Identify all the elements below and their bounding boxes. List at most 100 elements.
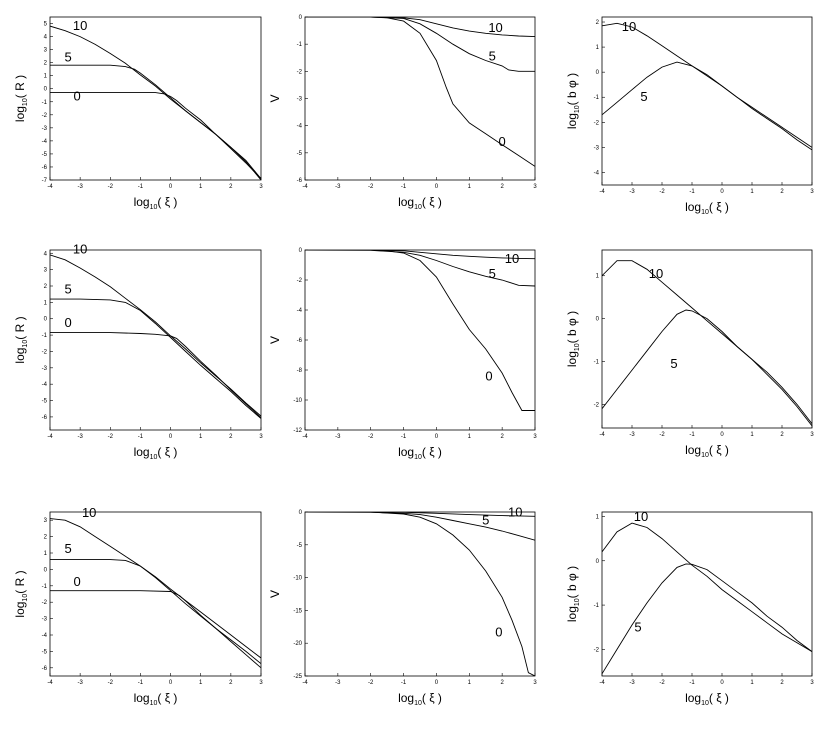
plot-frame	[49, 511, 262, 677]
y-tick-label: 1	[44, 74, 48, 80]
y-tick-label: -3	[297, 97, 303, 103]
y-tick-label: 1	[596, 45, 600, 51]
series-label-0: 0	[74, 574, 81, 589]
series-line-0	[50, 92, 261, 180]
series-line-10	[305, 250, 535, 260]
x-axis-label: log10( ξ )	[398, 691, 442, 707]
x-tick-label: 2	[229, 680, 233, 686]
y-axis-label: V	[268, 590, 282, 598]
x-tick-label: 0	[435, 434, 439, 440]
x-tick-label: 2	[500, 680, 504, 686]
y-tick-label: 2	[596, 20, 600, 26]
y-tick-label: 0	[596, 559, 600, 565]
x-tick-label: -3	[77, 434, 83, 440]
x-tick-label: 1	[750, 189, 754, 195]
plot-frame	[304, 16, 536, 181]
series-line-5	[50, 298, 261, 419]
x-tick-label: -1	[689, 189, 695, 195]
plot-frame	[49, 16, 262, 181]
series-label-10: 10	[508, 505, 522, 520]
y-tick-label: -5	[297, 543, 303, 549]
y-tick-label: 0	[44, 87, 48, 93]
x-tick-label: 3	[810, 189, 814, 195]
x-tick-label: -4	[302, 434, 308, 440]
y-axis-label: log10( R )	[13, 316, 29, 363]
y-axis-label: log10( b φ )	[565, 73, 581, 129]
y-tick-label: -6	[297, 178, 303, 184]
series-label-10: 10	[634, 509, 648, 524]
x-axis-label: log10( ξ )	[134, 195, 178, 211]
series-line-0	[305, 512, 535, 676]
series-label-0: 0	[499, 134, 506, 149]
series-label-5: 5	[640, 89, 647, 104]
x-tick-label: -3	[77, 680, 83, 686]
y-tick-label: 1	[596, 514, 600, 520]
y-tick-label: 4	[44, 251, 48, 257]
x-tick-label: 1	[468, 184, 472, 190]
y-tick-label: 3	[44, 48, 48, 54]
plot-frame	[304, 249, 536, 431]
y-tick-label: -3	[594, 145, 600, 151]
y-tick-label: 0	[44, 317, 48, 323]
x-tick-label: 1	[199, 184, 203, 190]
y-tick-label: 0	[299, 510, 303, 516]
series-line-10	[602, 260, 812, 424]
y-tick-label: 0	[44, 567, 48, 573]
y-axis-label: log10( b φ )	[565, 566, 581, 622]
y-tick-label: 2	[44, 284, 48, 290]
plot-frame	[601, 16, 813, 186]
x-axis-label: log10( ξ )	[134, 691, 178, 707]
x-tick-label: -1	[401, 434, 407, 440]
y-tick-label: -1	[42, 584, 48, 590]
series-line-0	[50, 332, 261, 419]
chart-panel-7: -4 -3 -2 -1 0 1 2 3 -6 -5 -4 -3 -2 -1 0 1 2 3 log10( ξ ) lo…	[13, 505, 263, 707]
y-tick-label: -5	[42, 152, 48, 158]
x-tick-label: -2	[108, 680, 114, 686]
plot-frame	[601, 249, 813, 429]
series-line-5	[50, 559, 261, 665]
chart-panel-9: -4 -3 -2 -1 0 1 2 3 -2 -1 0 1 log10( ξ ) log10( b φ )…	[565, 509, 814, 707]
y-tick-label: 0	[596, 70, 600, 76]
x-axis-label: log10( ξ )	[685, 443, 729, 459]
x-tick-label: -1	[138, 184, 144, 190]
x-tick-label: 3	[259, 680, 263, 686]
series-label-5: 5	[64, 49, 71, 64]
y-tick-label: -2	[297, 278, 303, 284]
x-tick-label: -2	[659, 189, 665, 195]
series-label-5: 5	[634, 620, 641, 635]
x-tick-label: -3	[629, 432, 635, 438]
series-line-5	[305, 512, 535, 541]
x-axis-label: log10( ξ )	[134, 445, 178, 461]
y-tick-label: 2	[44, 535, 48, 541]
series-line-5	[602, 309, 812, 427]
y-tick-label: -4	[42, 633, 48, 639]
series-label-0: 0	[485, 369, 492, 384]
x-tick-label: 3	[810, 680, 814, 686]
series-line-5	[50, 64, 261, 180]
y-tick-label: -4	[297, 124, 303, 130]
y-tick-label: -5	[297, 151, 303, 157]
series-label-10: 10	[505, 251, 519, 266]
chart-panel-3: -4 -3 -2 -1 0 1 2 3 -4 -3 -2 -1 0 1 2 log10( ξ ) log10( …	[565, 16, 814, 216]
series-line-5	[305, 250, 535, 287]
series-label-0: 0	[74, 88, 81, 103]
x-tick-label: -2	[368, 434, 374, 440]
x-tick-label: -1	[689, 680, 695, 686]
chart-panel-2: -4 -3 -2 -1 0 1 2 3 -6 -5 -4 -3 -2 -1 0 log10( ξ ) V 10 5 0	[268, 15, 537, 211]
series-label-10: 10	[82, 505, 96, 520]
x-tick-label: -4	[599, 189, 605, 195]
y-tick-label: -10	[293, 398, 302, 404]
y-tick-label: 1	[44, 300, 48, 306]
y-tick-label: -5	[42, 649, 48, 655]
y-tick-label: 4	[44, 35, 48, 41]
y-tick-label: -15	[293, 608, 302, 614]
x-tick-label: 1	[199, 434, 203, 440]
x-tick-label: -2	[368, 184, 374, 190]
x-tick-label: 3	[533, 434, 537, 440]
x-tick-label: -4	[47, 184, 53, 190]
x-tick-label: 1	[199, 680, 203, 686]
series-line-10	[602, 522, 812, 652]
